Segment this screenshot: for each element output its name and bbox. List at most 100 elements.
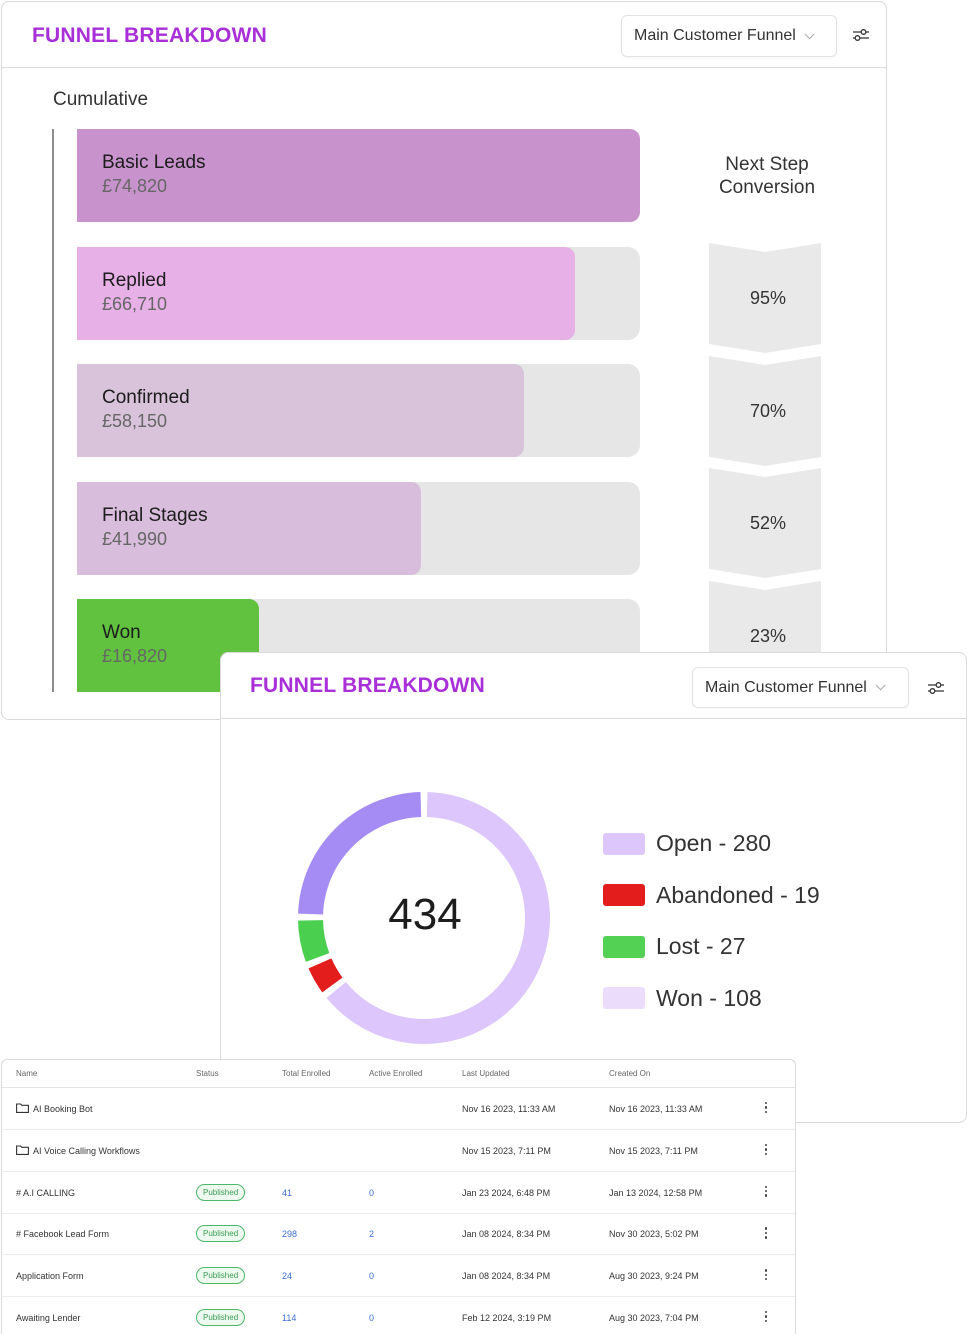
table-row[interactable]: # A.I CALLING Published 41 0 Jan 23 2024, 6:… xyxy=(2,1172,795,1214)
table-header-row: Name Status Total Enrolled Active Enrolled L… xyxy=(2,1060,795,1088)
more-options-icon[interactable] xyxy=(764,1227,768,1241)
table-row[interactable]: # Facebook Lead Form Published 298 2 Jan 08 … xyxy=(2,1213,795,1256)
more-options-icon[interactable] xyxy=(764,1269,768,1283)
status-badge: Published xyxy=(196,1183,246,1201)
status-badge: Published xyxy=(196,1225,246,1243)
row-created-on: Aug 30 2023, 7:04 PM xyxy=(609,1313,699,1323)
filter-sliders-icon[interactable] xyxy=(852,28,870,42)
donut-chart xyxy=(298,792,550,1044)
column-header-total-enrolled[interactable]: Total Enrolled xyxy=(282,1069,331,1078)
more-options-icon[interactable] xyxy=(764,1185,768,1200)
funnel-stage-confirmed: Confirmed £58,150 xyxy=(77,364,640,457)
chevron-down-icon xyxy=(875,680,886,691)
next-step-conversion-label: Next Step Conversion xyxy=(718,154,816,198)
donut-total: 434 xyxy=(388,890,462,939)
conversion-percent: 23% xyxy=(749,626,787,646)
row-name[interactable]: Application Form xyxy=(16,1271,84,1282)
row-name[interactable]: # Facebook Lead Form xyxy=(16,1229,110,1240)
legend-swatch xyxy=(603,884,645,906)
column-header-name[interactable]: Name xyxy=(16,1069,38,1078)
legend-label: Won - 108 xyxy=(656,984,762,1011)
conversion-chevron xyxy=(709,468,821,578)
funnel-breakdown-donut-card: FUNNEL BREAKDOWN Main Customer Funnel 43… xyxy=(220,652,967,1123)
donut-funnel-select-dropdown[interactable]: Main Customer Funnel xyxy=(692,667,909,708)
row-name[interactable]: AI Booking Bot xyxy=(33,1104,93,1114)
row-last-updated: Nov 16 2023, 11:33 AM xyxy=(462,1104,556,1114)
conversion-percent: 52% xyxy=(749,513,787,533)
legend-swatch xyxy=(603,987,645,1009)
status-badge: Published xyxy=(196,1267,246,1285)
more-options-icon[interactable] xyxy=(764,1311,768,1325)
funnel-stage-bar xyxy=(77,364,524,457)
row-total-enrolled: 114 xyxy=(282,1313,297,1323)
row-active-enrolled: 0 xyxy=(369,1271,375,1282)
funnel-stage-basic-leads: Basic Leads £74,820 xyxy=(77,129,640,222)
cumulative-label: Cumulative xyxy=(53,89,149,110)
column-header-status[interactable]: Status xyxy=(196,1069,219,1078)
table-row[interactable]: Awaiting Lender Published 114 0 Feb 12 2024,… xyxy=(2,1297,795,1334)
row-total-enrolled: 24 xyxy=(282,1271,293,1282)
table-row[interactable]: AI Booking Bot Nov 16 2023, 11:33 AM Nov 1… xyxy=(2,1088,795,1130)
conversion-percent: 70% xyxy=(749,401,787,421)
donut-segment-lost xyxy=(298,920,330,962)
funnel-stage-value: £58,150 xyxy=(102,411,168,431)
more-options-icon[interactable] xyxy=(764,1102,768,1116)
row-active-enrolled: 2 xyxy=(369,1229,375,1240)
funnel-breakdown-card: FUNNEL BREAKDOWN Main Customer Funnel Cu… xyxy=(1,1,887,720)
funnel-stage-value: £16,820 xyxy=(102,646,168,666)
row-created-on: Nov 30 2023, 5:02 PM xyxy=(609,1229,699,1240)
funnel-stage-bar xyxy=(77,247,575,340)
funnel-select-value: Main Customer Funnel xyxy=(634,27,796,44)
folder-icon xyxy=(16,1103,29,1113)
donut-segment-abandoned xyxy=(308,958,343,993)
row-created-on: Jan 13 2024, 12:58 PM xyxy=(609,1187,703,1198)
funnel-stage-bar xyxy=(77,129,640,222)
row-last-updated: Feb 12 2024, 3:19 PM xyxy=(462,1313,552,1323)
row-active-enrolled: 0 xyxy=(369,1313,375,1323)
donut-card-header: FUNNEL BREAKDOWN Main Customer Funnel xyxy=(221,653,966,719)
funnel-stage-value: £74,820 xyxy=(102,176,168,196)
row-created-on: Aug 30 2023, 9:24 PM xyxy=(609,1271,699,1282)
row-name[interactable]: AI Voice Calling Workflows xyxy=(33,1145,140,1156)
row-created-on: Nov 16 2023, 11:33 AM xyxy=(609,1104,703,1114)
funnel-stage-name: Confirmed xyxy=(102,387,190,408)
funnel-stage-bar xyxy=(77,482,421,575)
row-total-enrolled: 41 xyxy=(282,1187,293,1198)
workflows-table: Name Status Total Enrolled Active Enrolled L… xyxy=(1,1059,796,1334)
funnel-stage-name: Won xyxy=(102,622,141,643)
row-name[interactable]: # A.I CALLING xyxy=(16,1187,76,1198)
row-last-updated: Jan 08 2024, 8:34 PM xyxy=(462,1271,551,1282)
funnel-select-dropdown[interactable]: Main Customer Funnel xyxy=(621,15,837,57)
funnel-axis-line xyxy=(52,129,54,692)
column-header-active-enrolled[interactable]: Active Enrolled xyxy=(369,1069,423,1078)
row-last-updated: Nov 15 2023, 7:11 PM xyxy=(462,1145,551,1156)
chevron-down-icon xyxy=(804,28,815,39)
column-header-last-updated[interactable]: Last Updated xyxy=(462,1069,510,1078)
legend-label: Open - 280 xyxy=(656,830,772,856)
conversion-chevron xyxy=(709,243,821,353)
row-active-enrolled: 0 xyxy=(369,1187,375,1198)
legend-item: Open - 280 xyxy=(603,830,771,857)
donut-select-value: Main Customer Funnel xyxy=(705,678,867,696)
legend-item: Lost - 27 xyxy=(603,933,746,960)
table-row[interactable]: Application Form Published 24 0 Jan 08 2024,… xyxy=(2,1255,795,1298)
funnel-stage-final-stages: Final Stages £41,990 xyxy=(77,482,640,575)
table-row[interactable]: AI Voice Calling Workflows Nov 15 2023, 7… xyxy=(2,1130,795,1172)
legend-label: Abandoned - 19 xyxy=(656,881,820,908)
funnel-stage-name: Replied xyxy=(102,270,167,291)
conversion-percent: 95% xyxy=(749,288,787,308)
legend-item: Won - 108 xyxy=(603,985,762,1012)
column-header-created-on[interactable]: Created On xyxy=(609,1069,651,1078)
funnel-stage-replied: Replied £66,710 xyxy=(77,247,640,340)
row-last-updated: Jan 08 2024, 8:34 PM xyxy=(462,1229,551,1240)
funnel-stage-value: £41,990 xyxy=(102,529,168,549)
filter-sliders-icon[interactable] xyxy=(927,681,945,695)
funnel-stage-name: Final Stages xyxy=(102,505,208,526)
legend-label: Lost - 27 xyxy=(656,933,746,959)
donut-segment-won xyxy=(298,792,422,915)
more-options-icon[interactable] xyxy=(764,1143,768,1158)
status-badge: Published xyxy=(196,1309,246,1326)
legend-swatch xyxy=(603,935,645,958)
row-name[interactable]: Awaiting Lender xyxy=(16,1313,81,1323)
donut-segment-open xyxy=(326,792,550,1044)
